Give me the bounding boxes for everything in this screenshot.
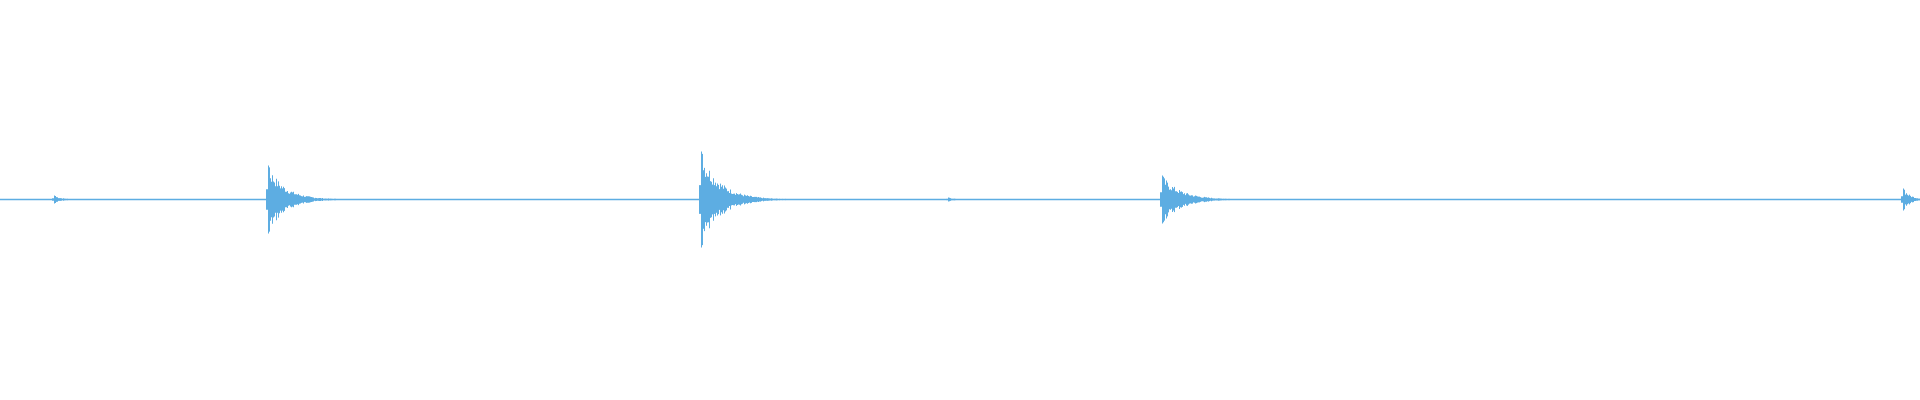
waveform-peak-4 xyxy=(946,197,987,202)
waveform-peak-6 xyxy=(1901,188,1920,211)
waveform-peak-5 xyxy=(1160,175,1258,224)
waveform-peak-2 xyxy=(266,165,355,234)
waveform-peak-3 xyxy=(699,151,797,248)
waveform-peak-1 xyxy=(52,195,93,204)
